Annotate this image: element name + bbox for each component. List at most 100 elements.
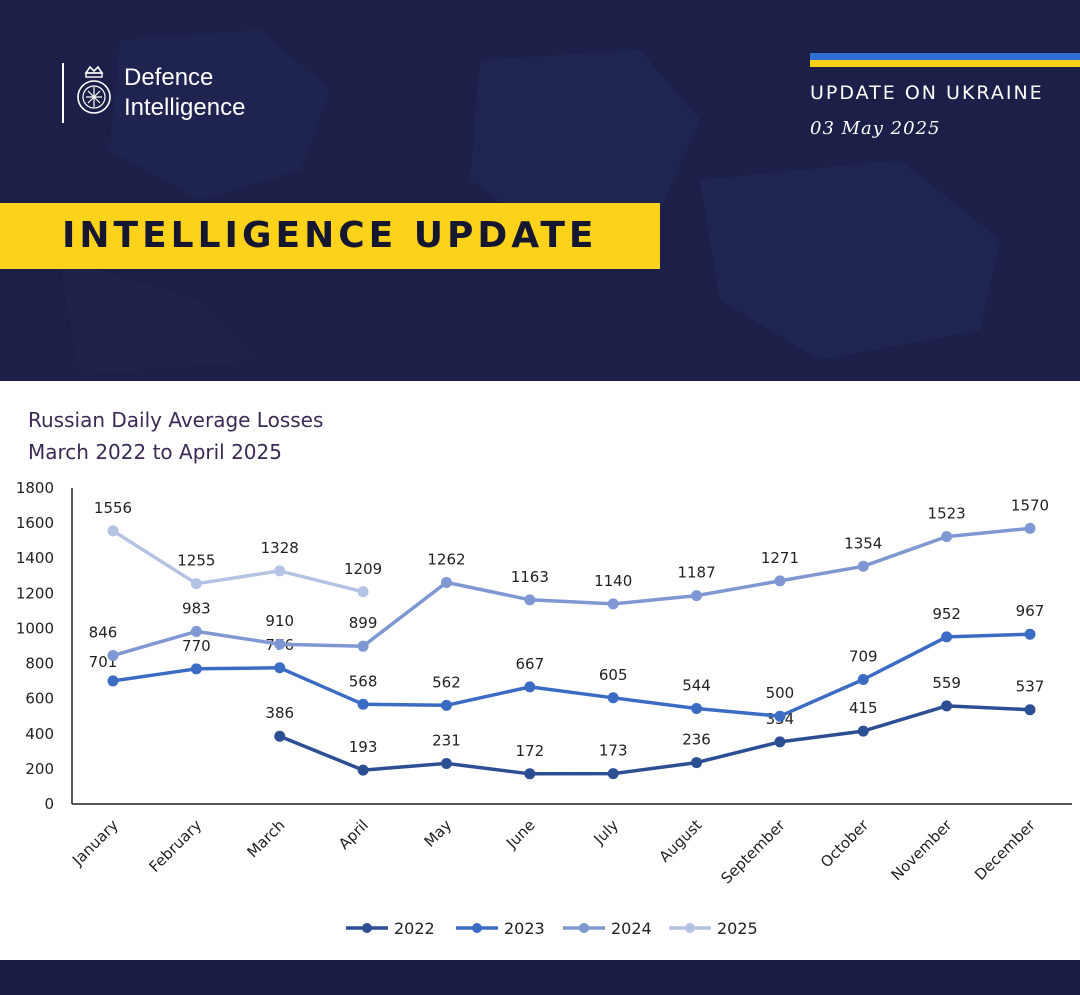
x-tick-label: June bbox=[502, 816, 539, 853]
data-point-2022 bbox=[941, 700, 953, 712]
legend-label-2024: 2024 bbox=[611, 919, 652, 938]
line-chart: 0 200 400 600 800 1000 1200 1400 1600 1800 January… bbox=[16, 479, 1072, 938]
data-label-2023: 709 bbox=[849, 648, 878, 666]
data-label-2024: 910 bbox=[265, 612, 294, 630]
data-label-2023: 568 bbox=[349, 672, 378, 690]
data-label-2022: 236 bbox=[682, 731, 711, 749]
data-point-2023 bbox=[857, 674, 869, 686]
logo-line-2: Intelligence bbox=[124, 94, 246, 121]
data-point-2022 bbox=[274, 730, 286, 742]
data-label-2025: 1328 bbox=[261, 539, 299, 557]
data-point-2023 bbox=[774, 710, 786, 722]
data-point-2022 bbox=[440, 757, 452, 769]
data-label-2022: 172 bbox=[515, 742, 544, 760]
data-point-2024 bbox=[941, 531, 953, 543]
data-label-2022: 537 bbox=[1016, 678, 1045, 696]
data-label-2025: 1209 bbox=[344, 560, 382, 578]
banner-text: INTELLIGENCE UPDATE bbox=[62, 215, 598, 256]
data-point-2024 bbox=[691, 590, 703, 602]
data-label-2024: 1262 bbox=[427, 550, 465, 568]
x-tick-label: March bbox=[243, 816, 288, 861]
intelligence-update-banner: INTELLIGENCE UPDATE bbox=[0, 203, 660, 269]
data-point-2023 bbox=[607, 692, 619, 704]
data-point-2022 bbox=[1024, 704, 1036, 716]
data-point-2023 bbox=[941, 631, 953, 643]
flag-stripe-yellow bbox=[810, 60, 1080, 67]
data-label-2022: 386 bbox=[265, 704, 294, 722]
data-label-2024: 1187 bbox=[677, 564, 715, 582]
y-tick-label: 1200 bbox=[16, 584, 54, 602]
data-point-2023 bbox=[691, 702, 703, 714]
series-line-2023 bbox=[112, 632, 1031, 718]
y-tick-label: 1600 bbox=[16, 514, 54, 532]
data-point-2025 bbox=[274, 565, 286, 577]
data-label-2024: 1570 bbox=[1011, 496, 1049, 514]
data-point-2024 bbox=[274, 638, 286, 650]
data-point-2023 bbox=[440, 699, 452, 711]
x-tick-label: August bbox=[656, 816, 706, 866]
data-point-2023 bbox=[1024, 628, 1036, 640]
data-point-2025 bbox=[107, 525, 119, 537]
data-label-2024: 1163 bbox=[511, 568, 549, 586]
data-point-2024 bbox=[1024, 522, 1036, 534]
y-tick-label: 0 bbox=[44, 795, 54, 813]
y-tick-label: 1000 bbox=[16, 619, 54, 637]
y-tick-label: 600 bbox=[25, 690, 54, 708]
x-tick-label: September bbox=[717, 816, 789, 888]
x-tick-label: January bbox=[68, 816, 122, 870]
data-point-2024 bbox=[107, 649, 119, 661]
legend-marker-2022 bbox=[362, 923, 372, 933]
y-tick-label: 400 bbox=[25, 725, 54, 743]
x-tick-label: July bbox=[589, 816, 622, 849]
data-point-2023 bbox=[274, 662, 286, 674]
data-point-2022 bbox=[357, 764, 369, 776]
data-label-2023: 952 bbox=[932, 605, 961, 623]
x-tick-label: April bbox=[335, 816, 372, 853]
defence-intelligence-logo: Defence Intelligence bbox=[62, 62, 245, 124]
data-label-2024: 1354 bbox=[844, 534, 882, 552]
bottom-strip bbox=[0, 960, 1080, 995]
series-line-2025 bbox=[112, 529, 364, 594]
chart-title-line-1: Russian Daily Average Losses bbox=[28, 408, 324, 432]
data-label-2023: 544 bbox=[682, 676, 711, 694]
x-tick-label: December bbox=[971, 816, 1039, 884]
legend-label-2023: 2023 bbox=[504, 919, 545, 938]
data-label-2022: 415 bbox=[849, 699, 878, 717]
legend-label-2025: 2025 bbox=[717, 919, 758, 938]
data-point-2023 bbox=[190, 663, 202, 675]
data-label-2022: 559 bbox=[932, 674, 961, 692]
data-label-2022: 193 bbox=[349, 738, 378, 756]
x-tick-label: February bbox=[145, 816, 205, 876]
flag-stripe-blue bbox=[810, 53, 1080, 60]
data-point-2024 bbox=[774, 575, 786, 587]
series-line-2024 bbox=[112, 526, 1031, 658]
series-line-2022 bbox=[279, 704, 1031, 776]
data-label-2024: 899 bbox=[349, 614, 378, 632]
update-title: UPDATE ON UKRAINE bbox=[810, 82, 1044, 104]
data-label-2024: 846 bbox=[89, 623, 118, 641]
legend-marker-2023 bbox=[472, 923, 482, 933]
data-point-2025 bbox=[190, 578, 202, 590]
data-point-2023 bbox=[107, 675, 119, 687]
chart-title: Russian Daily Average Losses March 2022 … bbox=[28, 404, 323, 468]
data-label-2023: 967 bbox=[1016, 602, 1045, 620]
data-point-2024 bbox=[857, 560, 869, 572]
data-label-2024: 1523 bbox=[928, 505, 966, 523]
chart-title-line-2: March 2022 to April 2025 bbox=[28, 440, 282, 464]
x-tick-label: May bbox=[421, 816, 456, 851]
y-tick-label: 200 bbox=[25, 760, 54, 778]
x-tick-label: October bbox=[817, 816, 873, 872]
x-tick-label: November bbox=[888, 816, 956, 884]
update-date: 03 May 2025 bbox=[810, 118, 941, 139]
data-label-2024: 1271 bbox=[761, 549, 799, 567]
y-tick-label: 1800 bbox=[16, 479, 54, 497]
data-label-2023: 605 bbox=[599, 666, 628, 684]
data-point-2023 bbox=[357, 698, 369, 710]
legend-marker-2025 bbox=[685, 923, 695, 933]
data-label-2023: 562 bbox=[432, 673, 461, 691]
data-point-2022 bbox=[607, 768, 619, 780]
data-label-2022: 231 bbox=[432, 731, 461, 749]
logo-divider bbox=[62, 63, 64, 123]
data-point-2024 bbox=[190, 625, 202, 637]
data-point-2024 bbox=[440, 576, 452, 588]
